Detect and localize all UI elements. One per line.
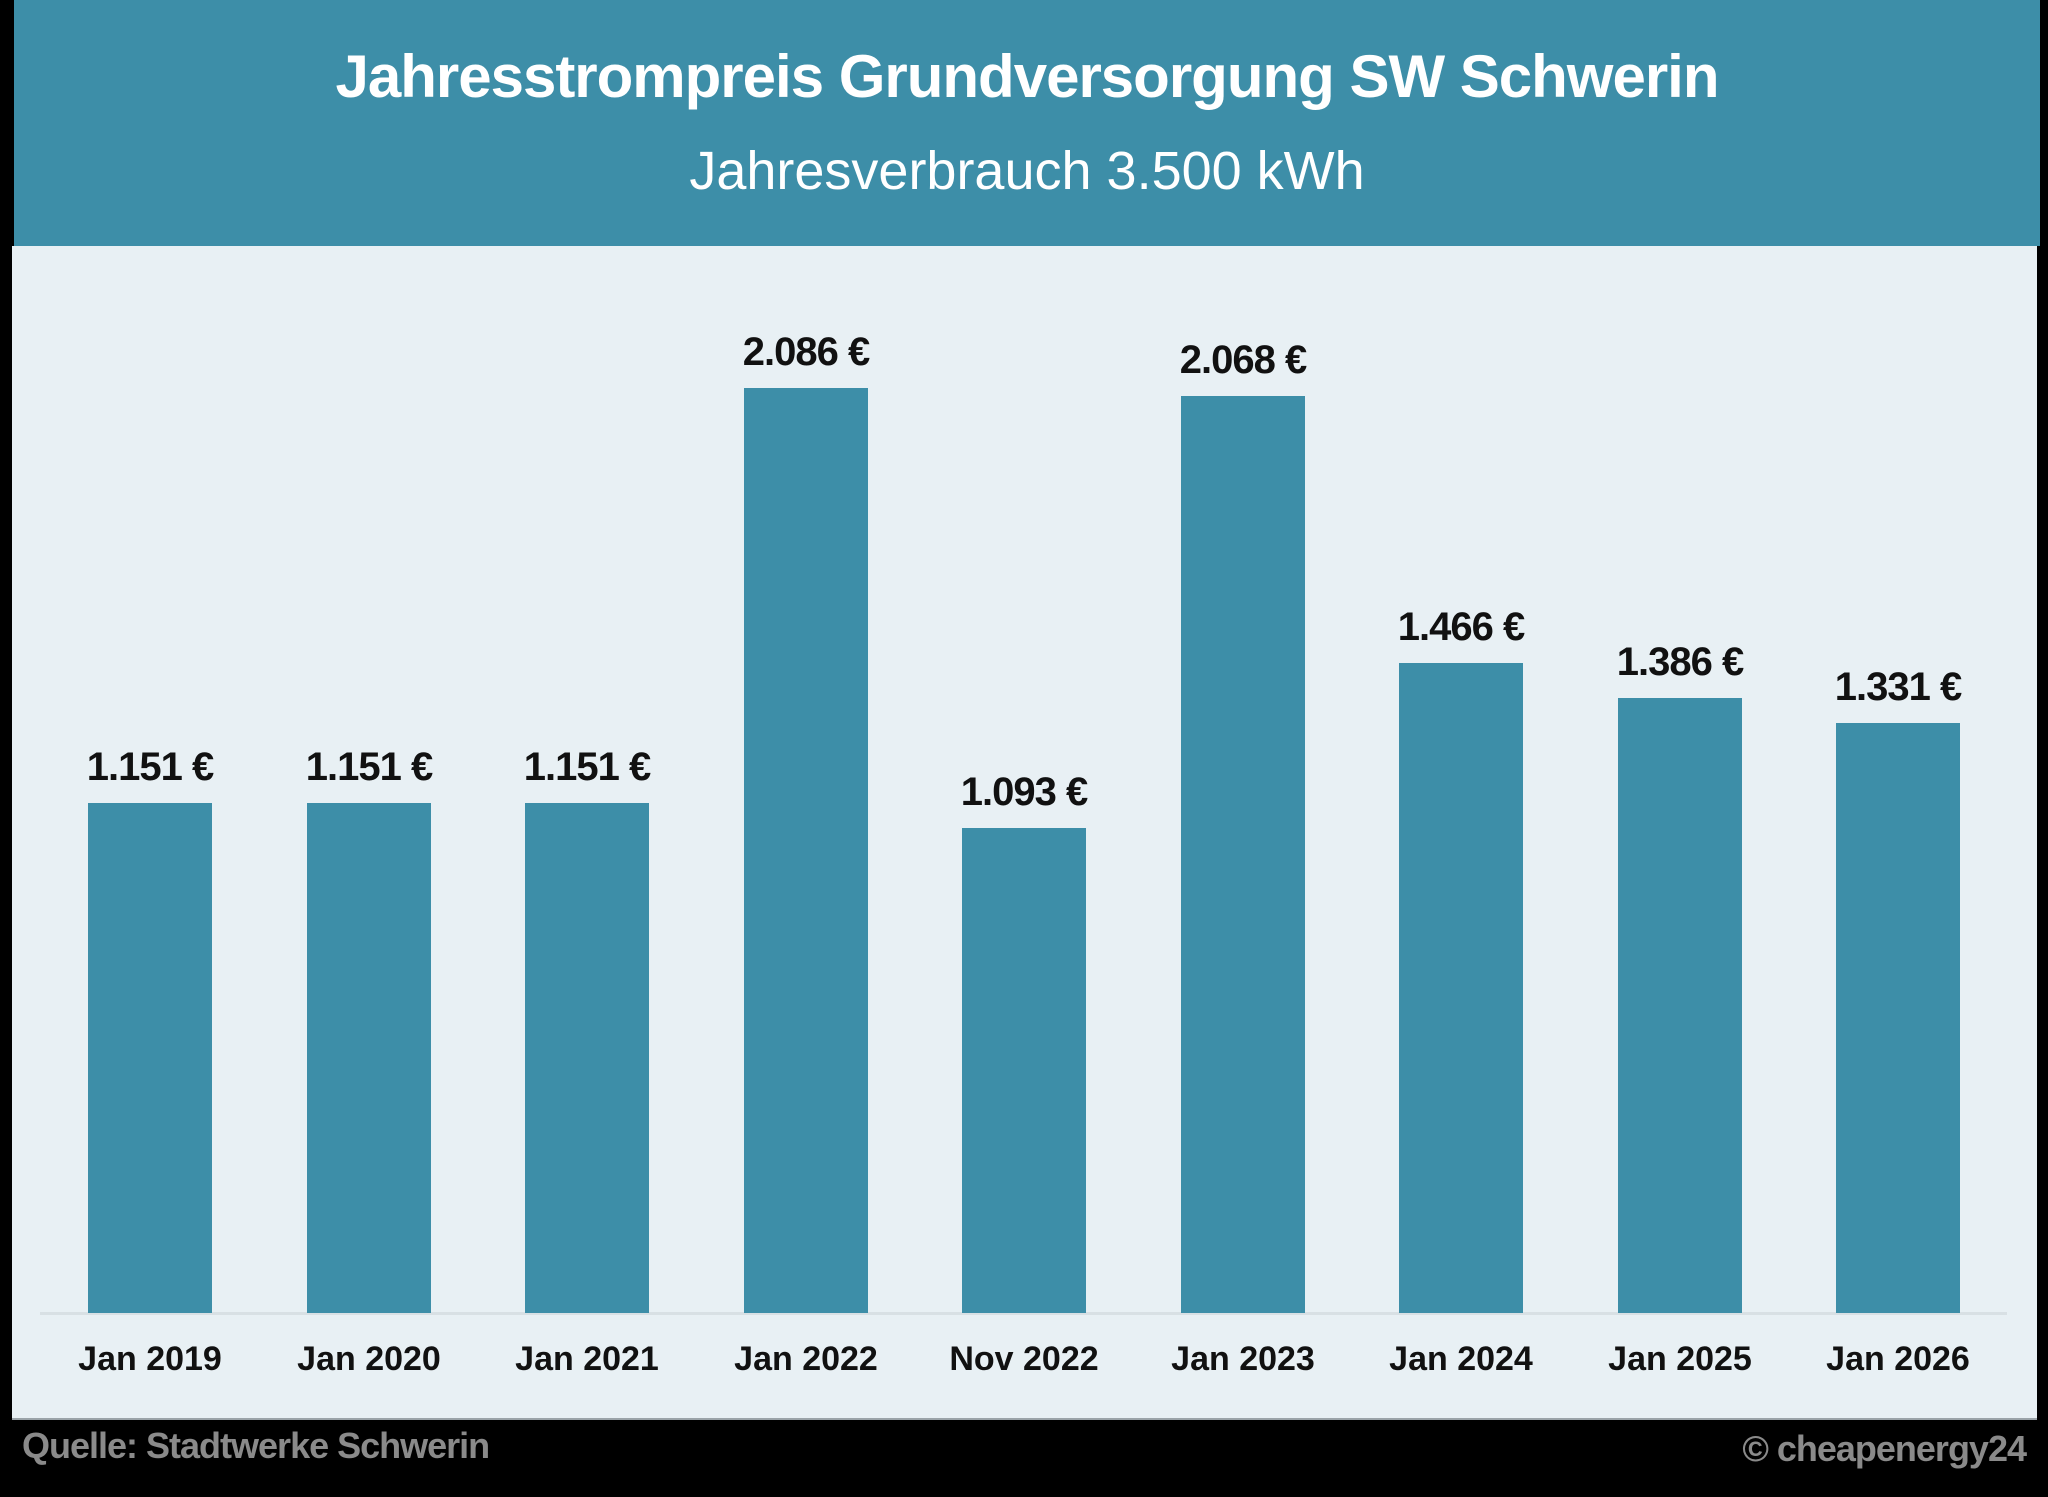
chart-header: Jahresstrompreis Grundversorgung SW Schw… [14,0,2040,246]
bar [1399,663,1523,1313]
bar-value-label: 2.068 € [1179,338,1307,382]
bar [744,388,868,1313]
copyright-note: © cheapenergy24 [1742,1428,2027,1469]
chart-subtitle: Jahresverbrauch 3.500 kWh [689,141,1365,201]
bar-value-label: 1.151 € [305,745,433,789]
x-axis-baseline [40,1312,2007,1315]
chart-title: Jahresstrompreis Grundversorgung SW Schw… [335,43,1719,110]
x-axis-tick-label: Jan 2021 [515,1340,659,1378]
source-note: Quelle: Stadtwerke Schwerin [22,1425,490,1466]
bar [1836,723,1960,1313]
bar-value-label: 1.331 € [1834,665,1962,709]
bar [88,803,212,1313]
bar-value-label: 1.386 € [1616,640,1744,684]
bar-value-label: 1.151 € [86,745,214,789]
x-axis-tick-label: Jan 2023 [1171,1340,1315,1378]
bar [1181,396,1305,1313]
bar [525,803,649,1313]
bar [962,828,1086,1313]
bar-value-label: 1.151 € [523,745,651,789]
x-axis-tick-label: Nov 2022 [949,1340,1099,1378]
bar [307,803,431,1313]
bar-value-label: 1.466 € [1397,605,1525,649]
x-axis-tick-label: Jan 2020 [297,1340,441,1378]
x-axis-tick-label: Jan 2025 [1608,1340,1752,1378]
bar-value-label: 1.093 € [960,770,1088,814]
bar-value-label: 2.086 € [742,330,870,374]
x-axis-tick-label: Jan 2019 [78,1340,222,1378]
x-axis-tick-label: Jan 2022 [734,1340,878,1378]
x-axis-tick-label: Jan 2026 [1826,1340,1970,1378]
x-axis-tick-label: Jan 2024 [1389,1340,1533,1378]
bar [1618,698,1742,1313]
